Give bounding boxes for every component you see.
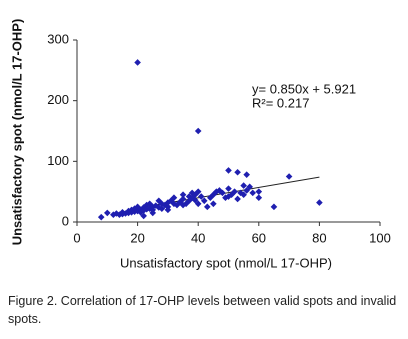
point (200, 197, 208, 205)
trend-equation: y= 0.850x + 5.921 (252, 81, 356, 96)
point (149, 209, 157, 217)
caption: Figure 2. Correlation of 17-OHP levels b… (8, 294, 397, 326)
x-tick-label: 0 (73, 230, 80, 245)
point (210, 191, 217, 198)
point (219, 189, 226, 197)
point (125, 209, 132, 217)
point (285, 173, 293, 180)
point (255, 194, 263, 202)
point (270, 203, 278, 211)
point (246, 183, 254, 191)
point (249, 189, 257, 197)
point (176, 198, 184, 206)
x-tick-label: 60 (252, 230, 266, 245)
point (179, 191, 187, 198)
x-tick-label: 40 (191, 230, 205, 245)
point (170, 200, 178, 208)
y-tick-label: 300 (47, 31, 69, 46)
point (203, 203, 211, 211)
point (210, 200, 217, 208)
point (240, 191, 247, 198)
point (113, 210, 120, 217)
point (164, 206, 172, 214)
x-axis-label: Unsatisfactory spot (nmol/L 17-OHP) (120, 255, 332, 270)
y-axis-label: Unsatisfactory spot (nmol/L 17-OHP) (9, 19, 24, 246)
y-tick-label: 200 (47, 92, 69, 107)
point (316, 199, 323, 206)
point (179, 201, 187, 209)
point (134, 203, 141, 211)
point (240, 182, 247, 189)
point (170, 194, 178, 202)
point (237, 189, 244, 197)
trend-r2: R²= 0.217 (252, 95, 309, 110)
point (243, 171, 250, 178)
point (225, 185, 232, 192)
point (131, 205, 138, 212)
point (225, 167, 232, 174)
point (194, 188, 202, 195)
point (231, 188, 238, 195)
point (194, 127, 202, 135)
point (140, 212, 147, 220)
x-tick-label: 20 (130, 230, 144, 245)
x-tick-label: 80 (312, 230, 326, 245)
point (158, 205, 166, 212)
y-tick-label: 100 (47, 153, 69, 168)
point (104, 209, 111, 217)
point (191, 191, 199, 198)
point (234, 168, 241, 176)
point (191, 196, 199, 204)
point (213, 188, 220, 195)
point (185, 193, 193, 200)
point (97, 213, 105, 221)
point (194, 200, 202, 208)
point (179, 195, 187, 203)
point (234, 195, 241, 203)
point (188, 189, 196, 197)
point (255, 188, 263, 195)
point (182, 200, 190, 208)
point (243, 187, 250, 194)
point (122, 210, 129, 217)
x-tick-label: 100 (369, 230, 391, 245)
point (134, 59, 141, 66)
y-tick-label: 0 (62, 213, 69, 228)
chart: Unsatisfactory spot (nmol/L 17-OHP) Unsa… (9, 19, 391, 271)
point (197, 193, 205, 200)
point (134, 207, 141, 215)
